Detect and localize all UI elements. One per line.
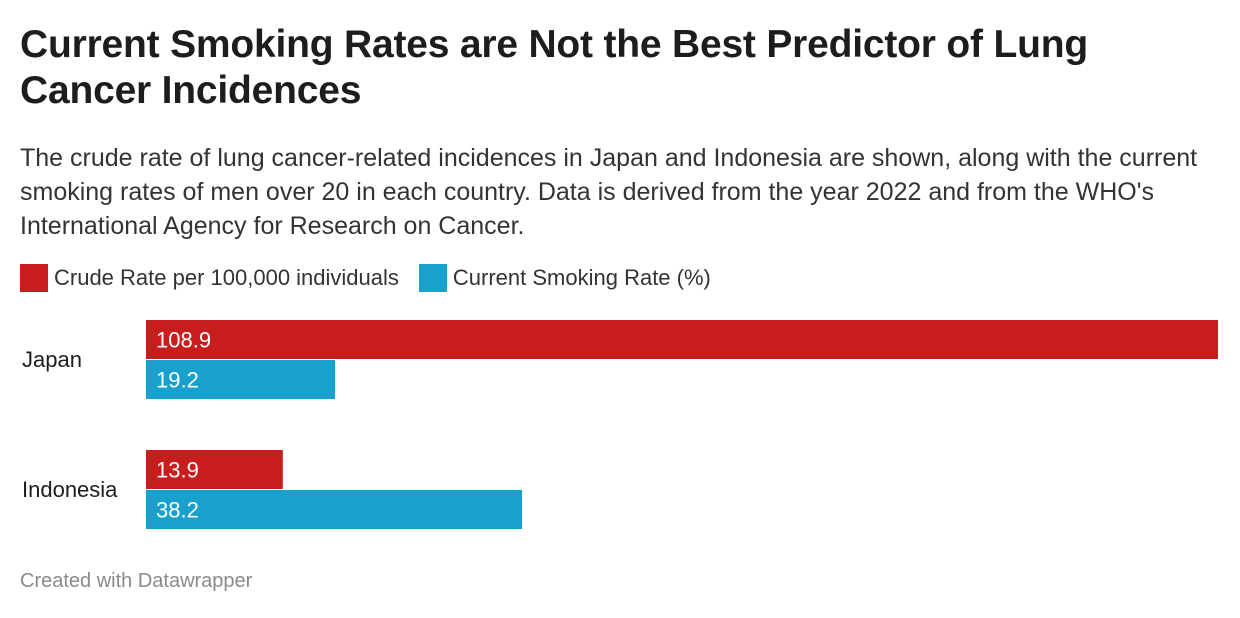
bar-indonesia-series-0 (146, 450, 283, 489)
legend-item-smoking-rate: Current Smoking Rate (%) (418, 264, 711, 292)
chart-subtitle: The crude rate of lung cancer-related in… (20, 144, 1198, 240)
chart-title: Current Smoking Rates are Not the Best P… (20, 23, 1088, 112)
value-label-indonesia-series-0: 13.9 (156, 458, 199, 483)
bar-indonesia-series-1 (146, 490, 523, 529)
legend-swatch-crude-rate (20, 264, 48, 292)
bar-japan-series-1 (146, 360, 336, 399)
legend: Crude Rate per 100,000 individuals Curre… (20, 263, 731, 293)
category-label-japan: Japan (22, 347, 82, 372)
bar-japan-series-0 (146, 320, 1218, 359)
legend-swatch-smoking-rate (418, 264, 447, 292)
value-label-indonesia-series-1: 38.2 (156, 498, 199, 523)
value-label-japan-series-0: 108.9 (156, 328, 211, 353)
footer-credit: Created with Datawrapper (20, 570, 253, 592)
legend-label-smoking-rate: Current Smoking Rate (%) (452, 265, 711, 290)
bar-chart: Japan 108.9 19.2 Indonesia 13.9 38.2 (22, 320, 1218, 529)
legend-item-crude-rate: Crude Rate per 100,000 individuals (20, 264, 399, 292)
legend-label-crude-rate: Crude Rate per 100,000 individuals (54, 265, 399, 290)
value-label-japan-series-1: 19.2 (156, 368, 199, 393)
category-label-indonesia: Indonesia (22, 477, 118, 502)
